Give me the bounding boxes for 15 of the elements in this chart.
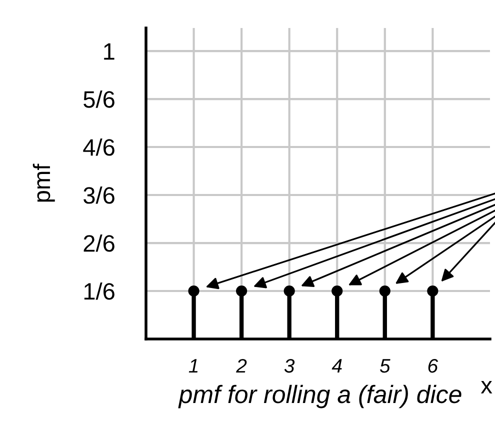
x-tick-label: 2 <box>236 358 247 373</box>
x-tick-label: 6 <box>428 358 438 373</box>
x-tick-label: 4 <box>332 359 342 373</box>
y-tick-label: 5/6 <box>84 90 114 108</box>
x-tick-label: 5 <box>380 359 390 373</box>
y-tick-label: 2/6 <box>84 234 114 252</box>
x-tick-label: 3 <box>284 358 295 373</box>
x-tick-label: 1 <box>188 359 198 373</box>
x-axis-title: x <box>480 380 492 394</box>
y-axis-title: pmf <box>32 164 55 202</box>
y-tick-label: 1/6 <box>84 282 114 300</box>
y-tick-label: 1 <box>104 43 114 60</box>
y-tick-label: 3/6 <box>84 186 114 204</box>
text: pmf for rolling a (fair) dice <box>178 384 462 408</box>
y-tick-label: 4/6 <box>83 138 114 156</box>
